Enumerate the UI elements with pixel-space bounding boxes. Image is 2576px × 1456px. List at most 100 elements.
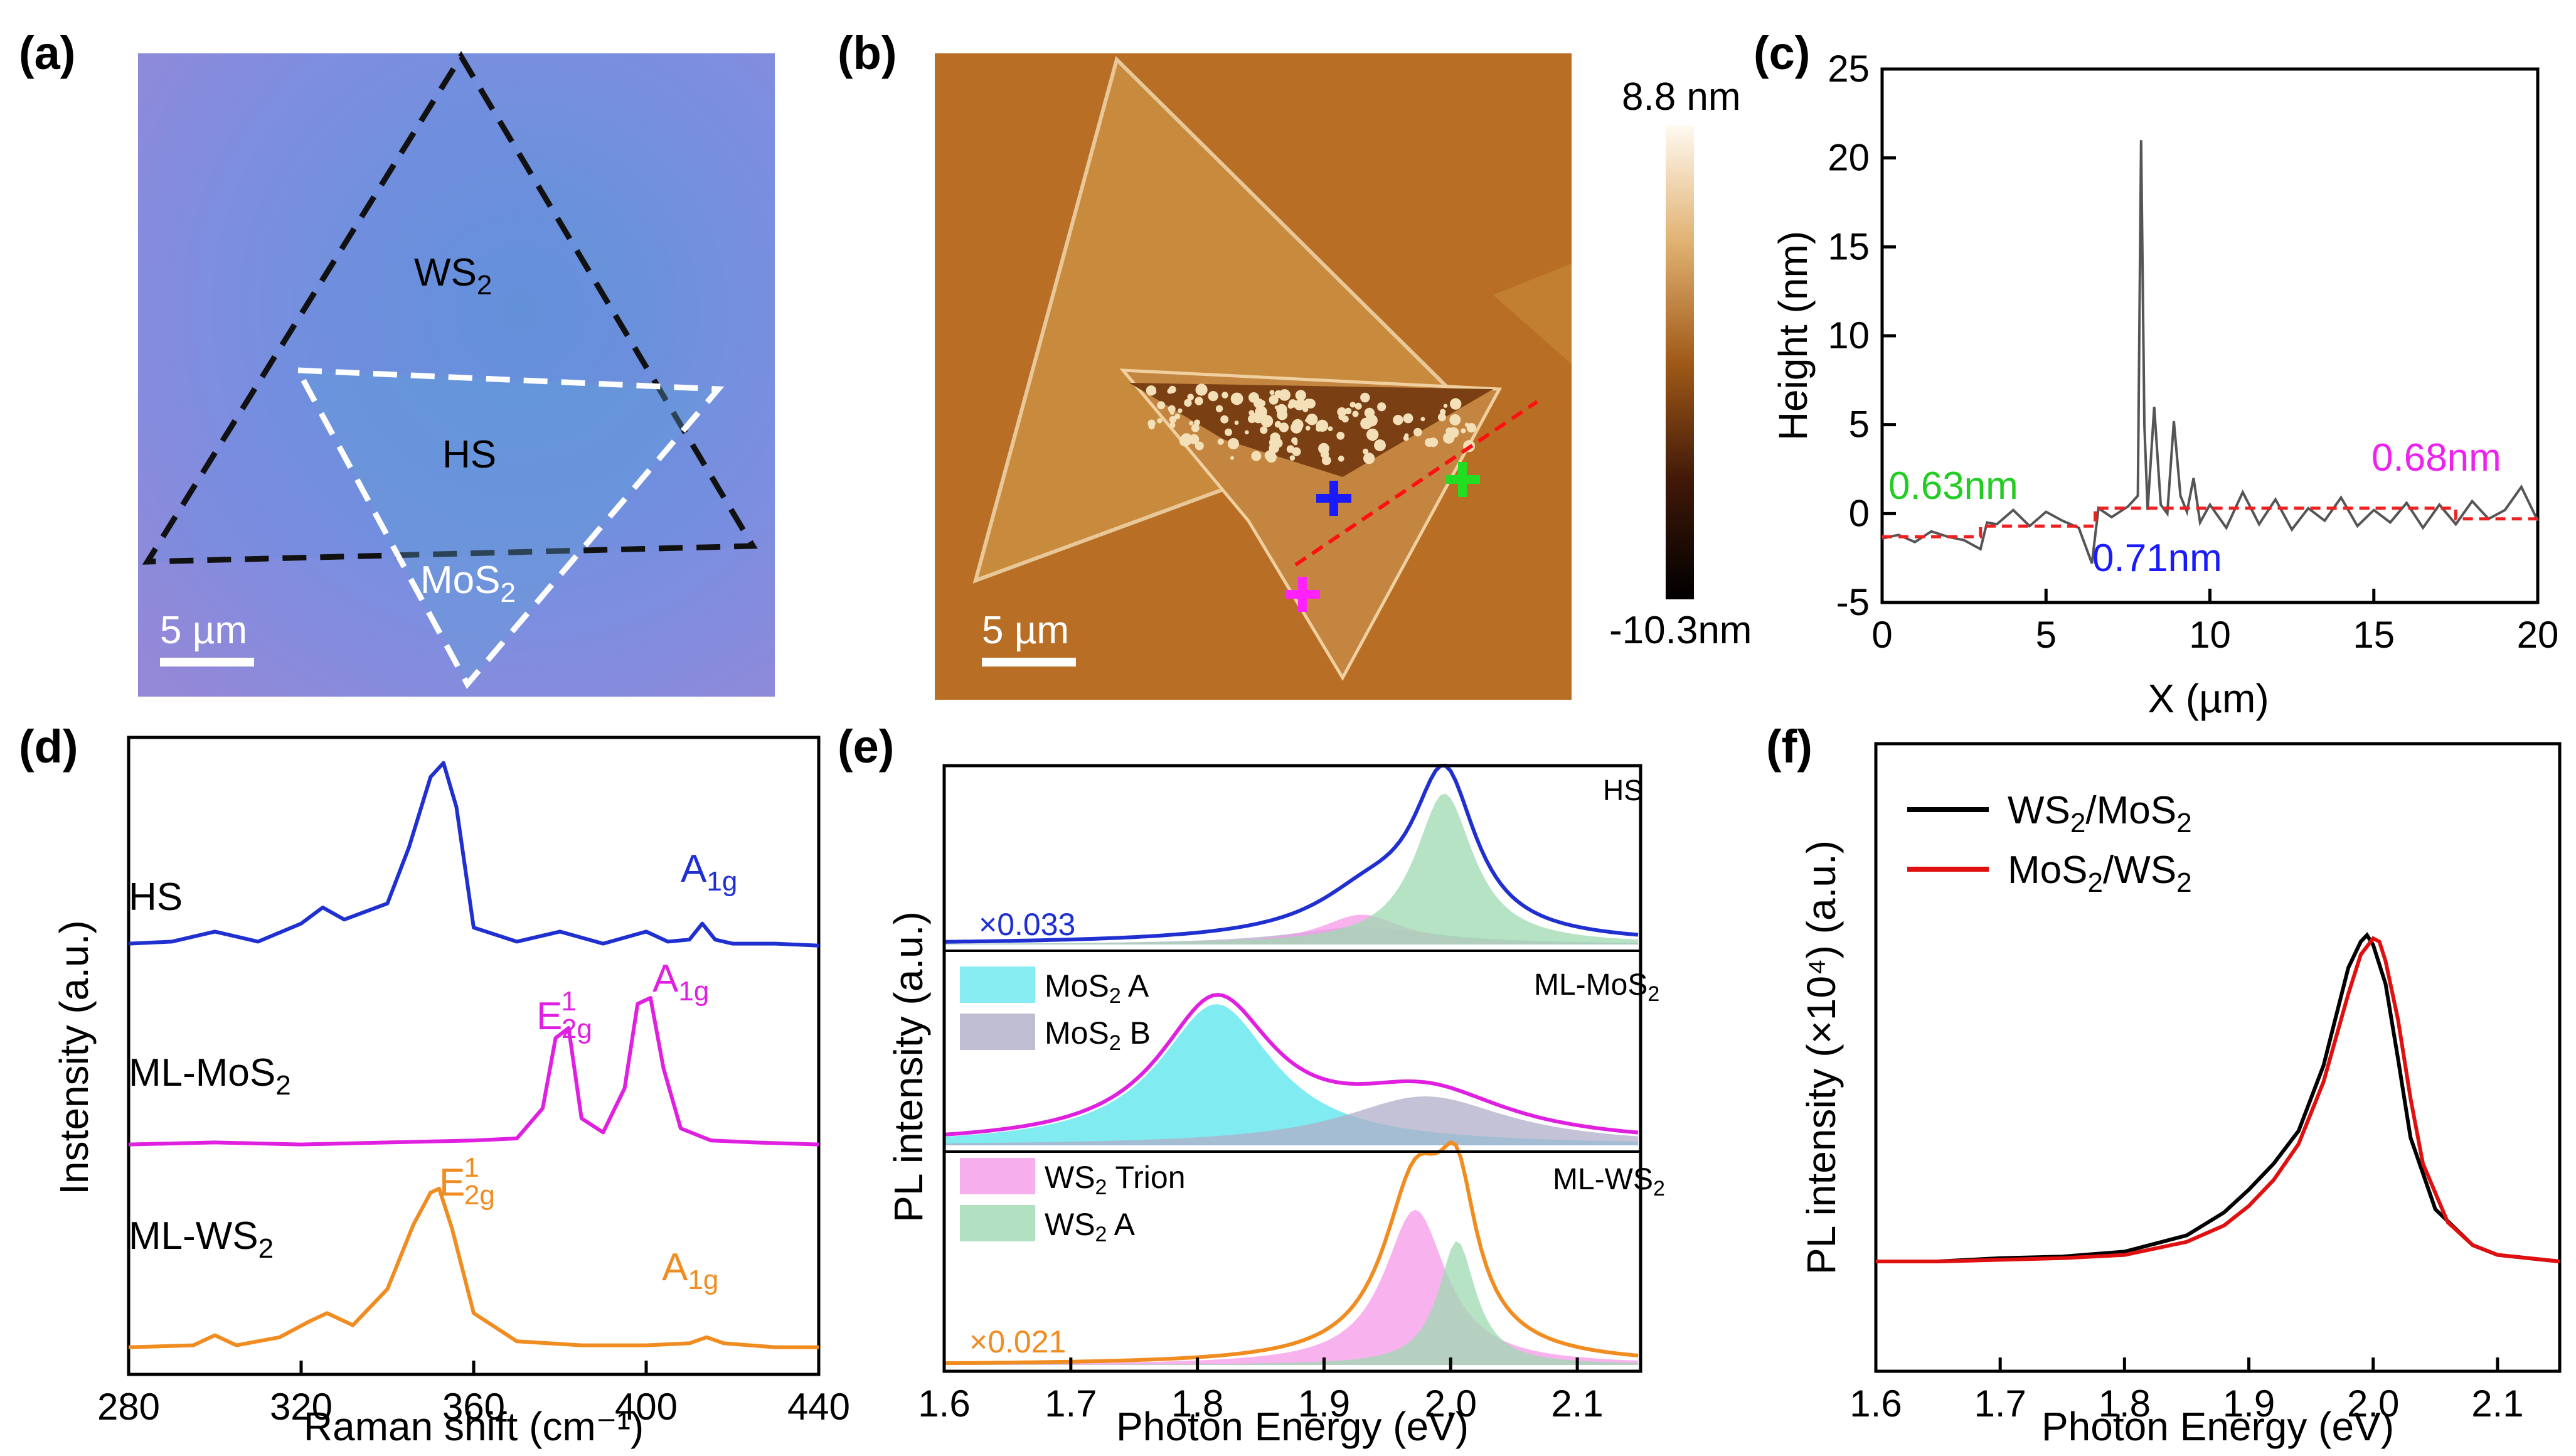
svg-text:WS2/MoS2: WS2/MoS2 <box>2008 789 2192 838</box>
afm-bubble <box>1248 410 1255 416</box>
afm-bubble <box>1371 437 1375 442</box>
afm-bubble <box>1464 422 1469 427</box>
chart-f-ylabel: PL intensity (×10⁴) (a.u.) <box>1799 840 1844 1275</box>
chart-e-line-9 <box>944 1140 1639 1366</box>
chart-d-xtick-label: 320 <box>270 1386 333 1428</box>
chart-e-line-0 <box>944 763 1639 944</box>
chart-e-xtick-label: 1.8 <box>1171 1383 1223 1425</box>
chart-c-frame <box>1880 67 2540 604</box>
afm-edge-flake <box>1493 264 1572 364</box>
afm-bubble <box>1363 448 1369 455</box>
afm-bubble <box>1221 392 1228 399</box>
afm-bubble <box>1195 397 1203 405</box>
afm-bubble <box>1277 409 1288 420</box>
subpanel-ws2-tag: ML-WS2 <box>1553 1163 1665 1201</box>
svg-text:MoS2 B: MoS2 B <box>1045 1015 1151 1055</box>
panel-e-label: (e) <box>838 720 894 773</box>
afm-bubble <box>1264 450 1275 461</box>
afm-bubbles <box>1146 383 1476 466</box>
afm-bubble <box>1269 395 1279 405</box>
afm-bubble <box>1269 390 1275 395</box>
chart-c-xtick-label: 15 <box>2353 614 2395 656</box>
chart-e-frame <box>942 764 1642 1373</box>
legend-f-item-1: WS2/MoS2 <box>1907 789 2192 838</box>
panel-c-label: (c) <box>1754 27 1810 79</box>
chart-e-xtick-label: 1.9 <box>1298 1383 1350 1425</box>
panel-b-scale-label: 5 µm <box>982 609 1069 652</box>
afm-bubble <box>1307 414 1313 420</box>
afm-bubble <box>1230 456 1234 460</box>
chart-d-xlabel: Raman shift (cm⁻¹) <box>304 1404 644 1449</box>
afm-bubble <box>1292 419 1304 431</box>
afm-bubble <box>1355 402 1362 410</box>
annotation-middle: 0.71nm <box>2092 537 2222 580</box>
chart-e-xtick-label: 2.1 <box>1551 1383 1603 1425</box>
mos2-a1g-label: A1g <box>652 957 709 1007</box>
chart-e-area-3 <box>944 793 1638 945</box>
afm-bubble <box>1363 452 1375 464</box>
panel-a-image: WS2 HS MoS2 5 µm <box>138 51 775 697</box>
afm-bubble <box>1169 422 1176 429</box>
chart-d-series-1 <box>128 996 819 1147</box>
afm-bubble <box>1195 383 1208 396</box>
chart-e-line-6 <box>944 993 1639 1137</box>
chart-e-xtick-label: 2.0 <box>1425 1383 1477 1425</box>
chart-f-xtick-label: 1.7 <box>1974 1383 2026 1425</box>
afm-bubble <box>1443 404 1448 408</box>
subpanel-ws2-scale: ×0.021 <box>969 1324 1066 1359</box>
ws2-e2g-label: E1 2g <box>439 1152 495 1211</box>
panel-b-label: (b) <box>838 27 897 79</box>
afm-bubble <box>1437 413 1446 422</box>
svg-text:MoS2 A: MoS2 A <box>1045 968 1149 1008</box>
afm-bubble <box>1440 409 1446 415</box>
chart-d-xtick-label: 440 <box>787 1386 850 1428</box>
afm-bubble <box>1184 399 1192 407</box>
afm-bubble <box>1341 415 1349 423</box>
afm-bubble <box>1291 437 1298 444</box>
hs-region-label: HS <box>442 433 496 476</box>
chart-e-area-4 <box>944 1004 1638 1145</box>
afm-bubble <box>1187 393 1194 400</box>
panel-a-scale-bar <box>160 658 254 666</box>
afm-bubble <box>1295 390 1306 401</box>
chart-f-series-0 <box>1876 932 2560 1263</box>
legend-ws2-trion: WS2 Trion <box>960 1158 1186 1199</box>
afm-bubble <box>1304 399 1314 408</box>
mos2-outline <box>293 367 725 689</box>
colorbar <box>1666 126 1694 599</box>
chart-f-xtick-label: 2.0 <box>2347 1383 2399 1425</box>
afm-bubble <box>1228 438 1239 449</box>
svg-text:MoS2/WS2: MoS2/WS2 <box>2008 848 2192 898</box>
afm-bubble <box>1337 407 1347 417</box>
chart-c-series-1 <box>1882 506 2538 538</box>
chart-d-xtick-label: 400 <box>615 1386 678 1428</box>
mos2-afm-flake <box>1119 368 1503 682</box>
afm-bubble <box>1191 424 1200 432</box>
series-label-hs: HS <box>129 875 183 919</box>
mos2-e2g-label: E1 2g <box>536 986 592 1044</box>
series-label-ws2: ML-WS2 <box>129 1214 274 1264</box>
afm-bubble <box>1413 427 1422 437</box>
afm-bubble <box>1255 405 1267 419</box>
chart-e-xlabel: Photon Energy (eV) <box>1116 1404 1469 1449</box>
afm-bubble <box>1220 415 1229 424</box>
afm-bubble <box>1321 456 1331 466</box>
afm-bubble <box>1169 410 1174 415</box>
afm-bubble <box>1425 438 1434 447</box>
panel-a-scale-label: 5 µm <box>160 609 247 652</box>
legend-mos2-a: MoS2 A <box>960 966 1149 1008</box>
afm-bubble <box>1234 420 1239 425</box>
ws2-region-label: WS2 <box>414 251 492 301</box>
afm-bubble <box>1302 406 1309 412</box>
panel-b-scale-bar <box>982 658 1076 666</box>
afm-bubble <box>1147 419 1156 427</box>
afm-bubble <box>1157 418 1163 424</box>
chart-f-xtick-label: 1.8 <box>2099 1383 2151 1425</box>
afm-bubble <box>1167 388 1173 394</box>
chart-e-area-5 <box>944 1096 1638 1145</box>
afm-bubble <box>1420 417 1425 422</box>
chart-c-ytick-label: 20 <box>1828 137 1870 179</box>
afm-bubble <box>1352 410 1359 417</box>
